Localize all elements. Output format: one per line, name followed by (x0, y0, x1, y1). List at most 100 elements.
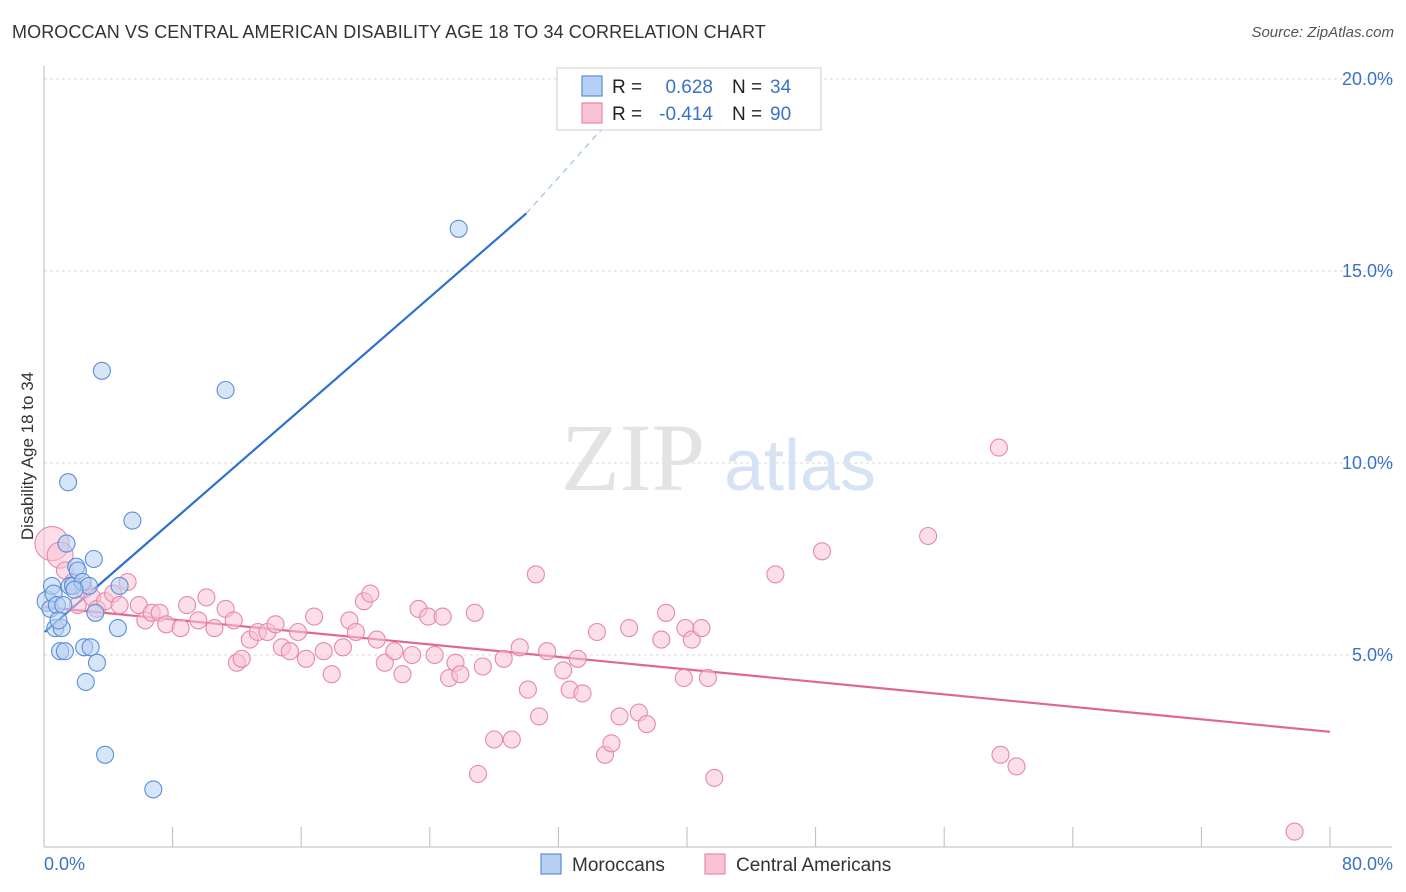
point-central-americans (468, 764, 488, 784)
point-central-americans (682, 630, 701, 649)
point-central-americans (367, 630, 386, 649)
point-central-americans (812, 542, 832, 561)
series-moroccans (36, 219, 468, 799)
watermark-zip: ZIP (561, 404, 705, 511)
point-moroccans (86, 603, 105, 622)
point-central-americans (473, 657, 492, 676)
point-central-americans (197, 588, 216, 607)
point-moroccans (108, 619, 127, 638)
stats-r-value-blue: 0.628 (665, 77, 713, 98)
point-central-americans (171, 619, 190, 638)
point-moroccans (81, 638, 100, 657)
point-central-americans (989, 438, 1008, 457)
point-central-americans (385, 642, 404, 661)
axes (43, 66, 1392, 848)
point-central-americans (288, 622, 308, 642)
point-central-americans (620, 619, 639, 638)
point-central-americans (305, 607, 324, 626)
point-central-americans (1285, 822, 1304, 841)
point-central-americans (554, 661, 573, 680)
point-central-americans (530, 707, 549, 726)
point-central-americans (178, 596, 197, 615)
bottom-legend: Moroccans Central Americans (540, 853, 891, 876)
point-central-americans (705, 768, 724, 787)
point-moroccans (144, 780, 163, 799)
point-central-americans (361, 584, 380, 603)
trend-line-moroccans (44, 212, 527, 633)
point-central-americans (657, 603, 676, 622)
stats-n-value-blue: 34 (770, 77, 792, 98)
y-tick-label: 5.0% (1352, 645, 1393, 665)
point-central-americans (296, 649, 316, 668)
point-central-americans (333, 638, 353, 657)
point-central-americans (510, 638, 529, 657)
point-central-americans (573, 684, 592, 703)
point-moroccans (110, 576, 129, 595)
point-central-americans (110, 596, 129, 615)
y-tick-labels: 5.0% 10.0% 15.0% 20.0% (1342, 69, 1393, 665)
point-central-americans (692, 619, 711, 638)
point-central-americans (991, 745, 1010, 764)
point-central-americans (224, 611, 243, 630)
point-central-americans (280, 642, 299, 661)
x-tick-label: 0.0% (44, 854, 85, 874)
y-axis-label: Disability Age 18 to 34 (18, 372, 37, 540)
point-central-americans (322, 665, 341, 684)
legend-swatch-moroccans (540, 853, 562, 875)
point-central-americans (538, 642, 557, 661)
stats-legend: R = 0.628 N = 34 R = -0.414 N = 90 (556, 67, 822, 131)
series-central-americans (34, 438, 1304, 841)
point-central-americans (451, 665, 470, 684)
point-central-americans (189, 611, 208, 630)
trend-line-moroccans-extension (525, 78, 648, 214)
point-moroccans (55, 642, 74, 661)
point-central-americans (393, 665, 412, 684)
point-central-americans (266, 615, 285, 634)
point-moroccans (76, 672, 95, 691)
point-moroccans (92, 361, 111, 380)
point-central-americans (232, 649, 251, 668)
point-moroccans (84, 549, 103, 569)
stats-n-label-blue: N = (732, 77, 762, 98)
y-tick-label: 10.0% (1342, 453, 1393, 473)
point-moroccans (87, 653, 107, 672)
point-moroccans (449, 219, 468, 238)
point-moroccans (49, 611, 68, 630)
point-central-americans (652, 630, 671, 649)
legend-swatch-central-americans (704, 853, 726, 875)
point-central-americans (674, 668, 693, 688)
point-central-americans (602, 734, 621, 753)
watermark: ZIP atlas (561, 404, 876, 511)
point-moroccans (65, 580, 84, 599)
legend-label-moroccans: Moroccans (572, 855, 665, 876)
source-label: Source: ZipAtlas.com (1251, 24, 1394, 41)
x-tick-labels: 0.0% 80.0% (44, 854, 1393, 874)
point-central-americans (766, 565, 785, 584)
point-moroccans (54, 596, 73, 615)
chart-title: MOROCCAN VS CENTRAL AMERICAN DISABILITY … (12, 22, 766, 42)
point-central-americans (346, 622, 365, 642)
point-central-americans (526, 565, 545, 584)
watermark-atlas: atlas (724, 426, 876, 506)
stats-legend-swatch-blue (581, 75, 603, 97)
point-central-americans (518, 680, 537, 699)
point-central-americans (698, 668, 717, 688)
point-central-americans (465, 603, 484, 622)
point-central-americans (637, 715, 656, 734)
stats-r-label-pink: R = (612, 104, 642, 125)
point-central-americans (610, 707, 629, 726)
y-tick-label: 15.0% (1342, 261, 1393, 281)
point-central-americans (433, 607, 452, 626)
point-central-americans (314, 642, 333, 661)
point-central-americans (919, 526, 938, 546)
point-central-americans (205, 619, 224, 638)
y-tick-label: 20.0% (1342, 69, 1393, 89)
point-central-americans (494, 649, 513, 668)
x-tick-label: 80.0% (1342, 854, 1393, 874)
point-central-americans (568, 649, 587, 668)
stats-legend-swatch-pink (581, 102, 603, 124)
gridlines (44, 78, 1392, 656)
point-central-americans (587, 622, 607, 642)
point-moroccans (96, 745, 115, 764)
